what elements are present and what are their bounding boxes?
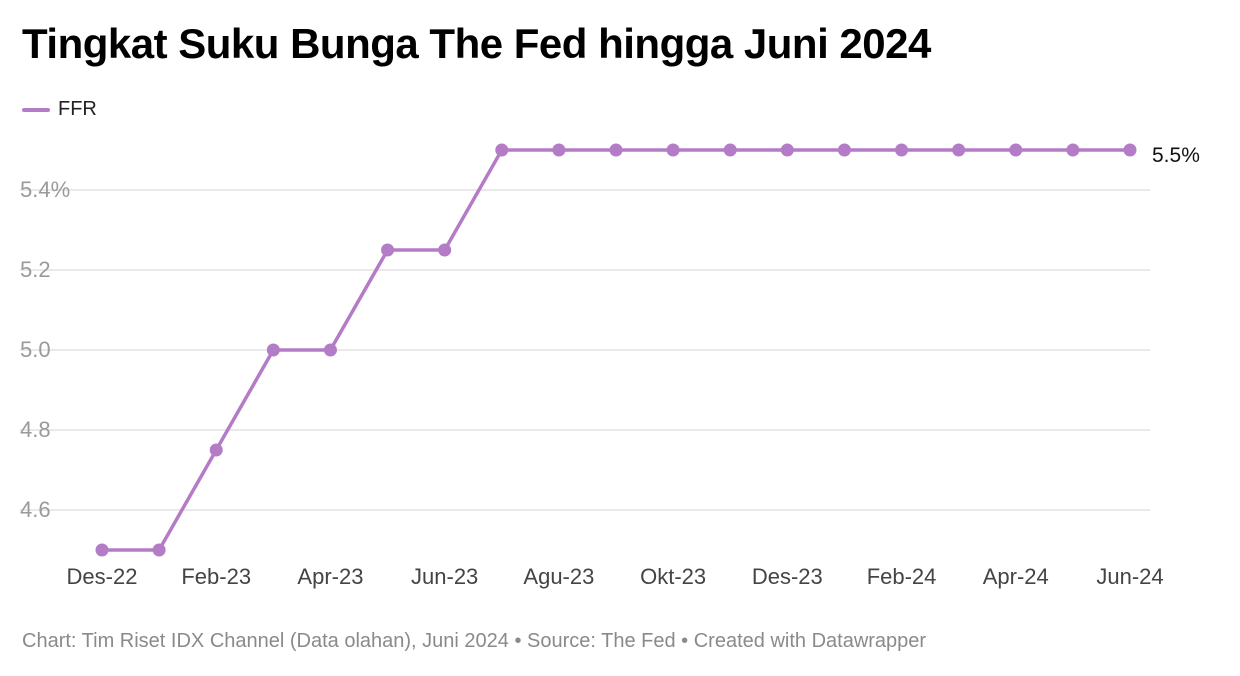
data-point [266,343,280,357]
x-tick-label: Des-23 [752,564,823,589]
data-point [895,143,909,157]
x-tick-label: Jun-23 [411,564,478,589]
data-point [552,143,566,157]
y-tick-label: 5.2 [20,257,51,282]
data-point [1123,143,1137,157]
x-tick-label: Feb-24 [867,564,937,589]
data-point [1066,143,1080,157]
x-tick-label: Jun-24 [1096,564,1163,589]
series-ffr: 5.5% [95,143,1200,557]
legend-label: FFR [58,98,97,120]
data-point [952,143,966,157]
x-tick-label: Agu-23 [523,564,594,589]
data-point [780,143,794,157]
data-point [152,543,166,557]
x-tick-label: Feb-23 [181,564,251,589]
chart-footer: Chart: Tim Riset IDX Channel (Data olaha… [22,630,927,652]
data-point [837,143,851,157]
data-point [323,343,337,357]
y-tick-label: 5.0 [20,337,51,362]
legend: FFR [22,98,97,121]
data-point [666,143,680,157]
chart-title: Tingkat Suku Bunga The Fed hingga Juni 2… [22,20,931,67]
y-tick-label: 4.8 [20,417,51,442]
data-point [381,243,395,257]
data-point [95,543,109,557]
x-tick-label: Des-22 [67,564,138,589]
data-point [495,143,509,157]
data-point [1009,143,1023,157]
y-tick-label: 5.4% [20,177,70,202]
legend-swatch [22,107,50,112]
x-tick-label: Apr-24 [983,564,1049,589]
x-axis-ticks: Des-22 Feb-23 Apr-23 Jun-23 Agu-23 Okt-23 Des-… [67,564,1164,589]
y-axis-ticks: 4.6 4.8 5.0 5.2 5.4% [20,177,70,522]
data-point [723,143,737,157]
end-value-label: 5.5% [1152,144,1200,167]
data-point [209,443,223,457]
data-point [438,243,452,257]
y-tick-label: 4.6 [20,497,51,522]
gridlines [20,189,1150,511]
x-tick-label: Okt-23 [640,564,706,589]
x-tick-label: Apr-23 [297,564,363,589]
data-point [609,143,623,157]
